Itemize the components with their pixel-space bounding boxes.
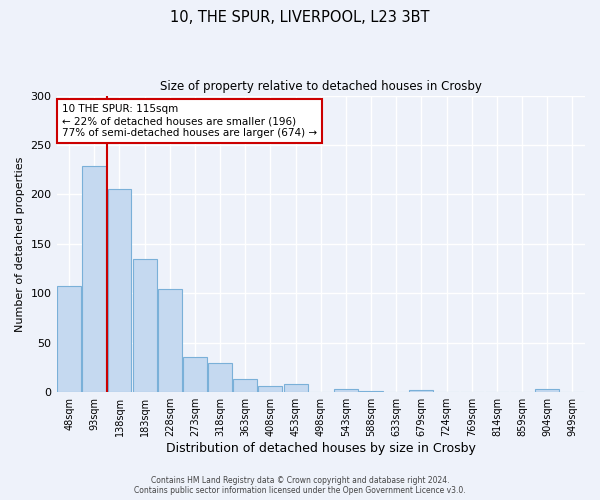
Bar: [284, 384, 308, 392]
X-axis label: Distribution of detached houses by size in Crosby: Distribution of detached houses by size …: [166, 442, 476, 455]
Y-axis label: Number of detached properties: Number of detached properties: [15, 156, 25, 332]
Bar: [57, 286, 81, 392]
Text: Contains HM Land Registry data © Crown copyright and database right 2024.
Contai: Contains HM Land Registry data © Crown c…: [134, 476, 466, 495]
Bar: [535, 389, 559, 392]
Bar: [158, 290, 182, 392]
Text: 10 THE SPUR: 115sqm
← 22% of detached houses are smaller (196)
77% of semi-detac: 10 THE SPUR: 115sqm ← 22% of detached ho…: [62, 104, 317, 138]
Bar: [107, 190, 131, 392]
Bar: [233, 380, 257, 392]
Bar: [409, 390, 433, 392]
Text: 10, THE SPUR, LIVERPOOL, L23 3BT: 10, THE SPUR, LIVERPOOL, L23 3BT: [170, 10, 430, 25]
Bar: [133, 258, 157, 392]
Bar: [334, 389, 358, 392]
Bar: [208, 362, 232, 392]
Bar: [183, 356, 207, 392]
Bar: [82, 166, 106, 392]
Bar: [259, 386, 283, 392]
Bar: [359, 391, 383, 392]
Title: Size of property relative to detached houses in Crosby: Size of property relative to detached ho…: [160, 80, 482, 93]
